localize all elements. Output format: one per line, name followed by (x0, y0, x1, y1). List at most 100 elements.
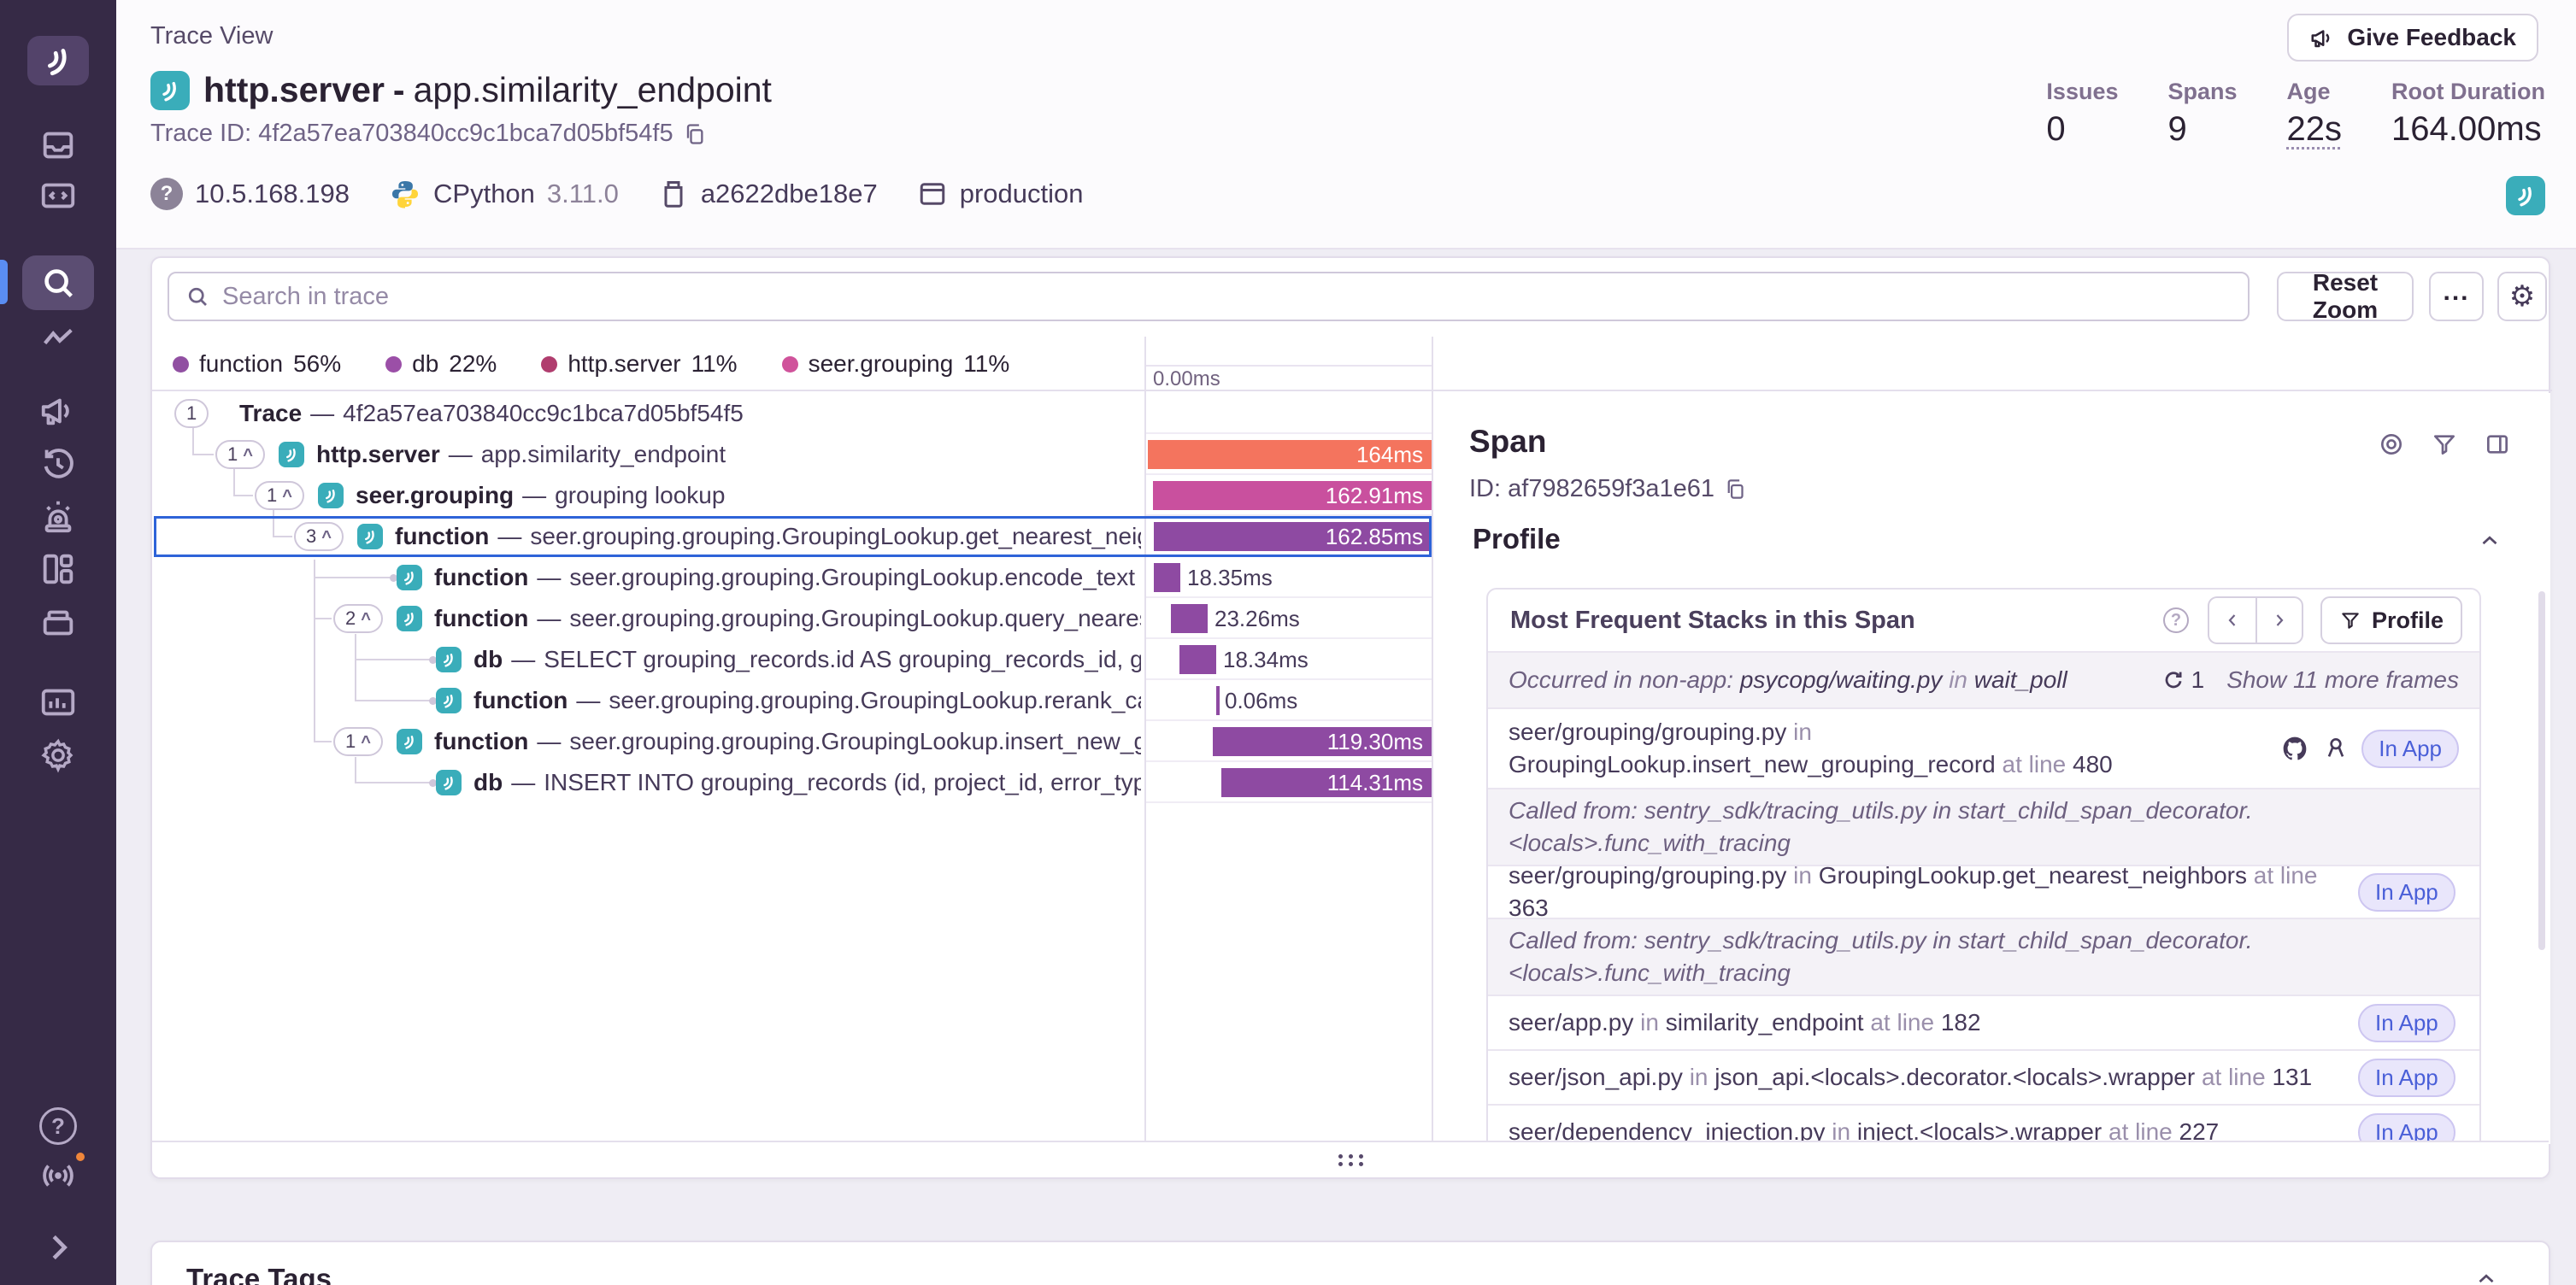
span-row-trace-root[interactable]: 1 Trace — 4f2a57ea703840cc9c1bca7d05bf54… (152, 393, 1143, 434)
span-op: function (473, 687, 568, 713)
sidebar-item-feedback[interactable] (0, 386, 116, 434)
child-count-pill[interactable]: 1 ^ (255, 481, 304, 510)
duration-cell[interactable]: 162.91ms (1146, 475, 1432, 516)
sidebar-layout-icon[interactable] (2484, 431, 2511, 458)
chevron-right-icon (52, 1235, 68, 1260)
sidebar-item-replays[interactable] (0, 439, 116, 487)
child-count-pill[interactable]: 1 (174, 399, 209, 428)
duration-label: 162.85ms (1325, 523, 1423, 549)
help-icon: ? (39, 1107, 77, 1145)
span-project-icon (436, 688, 462, 713)
sidebar-item-alerts[interactable] (0, 492, 116, 540)
sidebar-item-settings[interactable] (0, 731, 116, 779)
duration-bar[interactable]: 164ms (1148, 440, 1432, 469)
duration-cell[interactable]: 164ms (1146, 434, 1432, 475)
stacktrace-link-icon[interactable] (2322, 735, 2350, 762)
duration-cell[interactable]: 18.35ms (1146, 557, 1432, 598)
reset-zoom-button[interactable]: Reset Zoom (2277, 269, 2414, 323)
duration-cell[interactable]: 114.31ms (1146, 762, 1432, 803)
sidebar-collapse-toggle[interactable] (0, 1223, 116, 1271)
duration-bar[interactable] (1154, 563, 1180, 592)
legend-dot (173, 355, 189, 373)
duration-bar[interactable]: 162.91ms (1153, 481, 1432, 510)
sidebar-item-traces[interactable] (0, 314, 116, 362)
trace-search[interactable] (168, 272, 2250, 321)
duration-cell[interactable]: 162.85ms (1146, 516, 1432, 557)
prev-stack-button[interactable] (2207, 596, 2255, 644)
span-row-db-select[interactable]: db — SELECT grouping_records.id AS group… (152, 639, 1143, 680)
span-row-query-nearest-k[interactable]: 2 ^ function — seer.grouping.grouping.Gro… (152, 598, 1143, 639)
sidebar-item-releases[interactable] (0, 598, 116, 646)
search-input[interactable] (222, 282, 2232, 311)
span-row-http-server[interactable]: 1 ^ http.server — app.similarity_endpoint (152, 434, 1143, 475)
drag-handle[interactable] (1335, 1153, 1366, 1168)
duration-bar[interactable]: 162.85ms (1154, 522, 1432, 551)
separator: — (576, 687, 601, 713)
trend-line-icon (44, 328, 73, 345)
show-more-frames-link[interactable]: Show 11 more frames (2226, 666, 2459, 693)
span-op: db (473, 646, 503, 672)
panel-divider[interactable] (1432, 337, 1433, 1144)
help-icon[interactable]: ? (2162, 607, 2189, 633)
duration-bar[interactable] (1171, 604, 1208, 633)
detail-scrollbar[interactable] (2538, 591, 2545, 950)
span-row-insert-new-grouping[interactable]: 1 ^ function — seer.grouping.grouping.Gro… (152, 721, 1143, 762)
column-divider[interactable] (1144, 337, 1146, 1144)
child-count-pill[interactable]: 1 ^ (215, 440, 265, 469)
frame-text: seer/grouping/grouping.py in GroupingLoo… (1509, 862, 2318, 921)
focus-target-icon[interactable] (2378, 431, 2405, 458)
issues-icon (43, 132, 74, 159)
duration-cell[interactable]: 0.06ms (1146, 680, 1432, 721)
duration-cell[interactable]: 119.30ms (1146, 721, 1432, 762)
span-row-rerank-candidates[interactable]: function — seer.grouping.grouping.Groupi… (152, 680, 1143, 721)
next-stack-button[interactable] (2255, 596, 2303, 644)
copy-icon[interactable] (1723, 478, 1746, 501)
duration-bar[interactable]: 114.31ms (1221, 768, 1432, 797)
sidebar-item-search[interactable] (0, 253, 116, 313)
project-badge-icon[interactable] (2506, 176, 2545, 215)
more-options-button[interactable]: ... (2429, 272, 2484, 321)
sidebar-item-explore[interactable] (0, 171, 116, 219)
collapse-section-button[interactable] (2477, 528, 2502, 554)
span-row-get-nearest-neighbors[interactable]: 3 ^ function — seer.grouping.grouping.Gro… (152, 516, 1143, 557)
trace-tags-card: Trace Tags (150, 1241, 2550, 1285)
child-count-pill[interactable]: 1 ^ (333, 727, 383, 756)
duration-cell[interactable] (1146, 393, 1432, 434)
sidebar-item-help[interactable]: ? (0, 1102, 116, 1150)
child-count-pill[interactable]: 2 ^ (333, 604, 383, 633)
child-count-pill[interactable]: 3 ^ (294, 522, 344, 551)
duration-bar[interactable] (1179, 645, 1216, 674)
sidebar-item-dashboards[interactable] (0, 545, 116, 593)
duration-cell[interactable]: 18.34ms (1146, 639, 1432, 680)
stat-value[interactable]: 22s (2286, 110, 2343, 148)
stack-frame-row[interactable]: seer/grouping/grouping.py in GroupingLoo… (1488, 707, 2479, 788)
github-icon[interactable] (2281, 735, 2308, 762)
give-feedback-button[interactable]: Give Feedback (2287, 14, 2538, 62)
stat-root-duration: Root Duration 164.00ms (2391, 79, 2545, 149)
span-row-db-insert[interactable]: db — INSERT INTO grouping_records (id, p… (152, 762, 1143, 803)
stack-frame-row[interactable]: seer/grouping/grouping.py in GroupingLoo… (1488, 862, 2479, 921)
duration-label: 0.06ms (1225, 687, 1298, 713)
trace-id-text: Trace ID: 4f2a57ea703840cc9c1bca7d05bf54… (150, 120, 673, 147)
search-icon (188, 287, 207, 306)
stack-frame-row[interactable]: seer/dependency_injection.py in inject.<… (1488, 1104, 2479, 1144)
sentry-logo[interactable] (27, 36, 89, 85)
copy-icon[interactable] (682, 122, 706, 146)
filter-icon[interactable] (2431, 431, 2458, 458)
duration-cell[interactable]: 23.26ms (1146, 598, 1432, 639)
sidebar-item-issues[interactable] (0, 121, 116, 169)
collapse-section-button[interactable] (2473, 1266, 2499, 1285)
span-row-seer-grouping[interactable]: 1 ^ seer.grouping — grouping lookup (152, 475, 1143, 516)
span-project-icon (279, 442, 304, 467)
stack-frame-row[interactable]: seer/app.py in similarity_endpoint at li… (1488, 995, 2479, 1049)
span-row-encode-text[interactable]: function — seer.grouping.grouping.Groupi… (152, 557, 1143, 598)
stack-frame-row[interactable]: seer/json_api.py in json_api.<locals>.de… (1488, 1049, 2479, 1104)
sidebar-item-stats[interactable] (0, 678, 116, 726)
trace-settings-button[interactable]: ⚙ (2497, 272, 2547, 321)
span-project-icon (357, 524, 383, 549)
duration-bar[interactable]: 119.30ms (1213, 727, 1432, 756)
duration-bar[interactable] (1216, 686, 1220, 715)
open-profile-button[interactable]: Profile (2320, 596, 2462, 644)
sidebar-item-whats-new[interactable] (0, 1150, 116, 1200)
span-description: grouping lookup (555, 482, 726, 508)
